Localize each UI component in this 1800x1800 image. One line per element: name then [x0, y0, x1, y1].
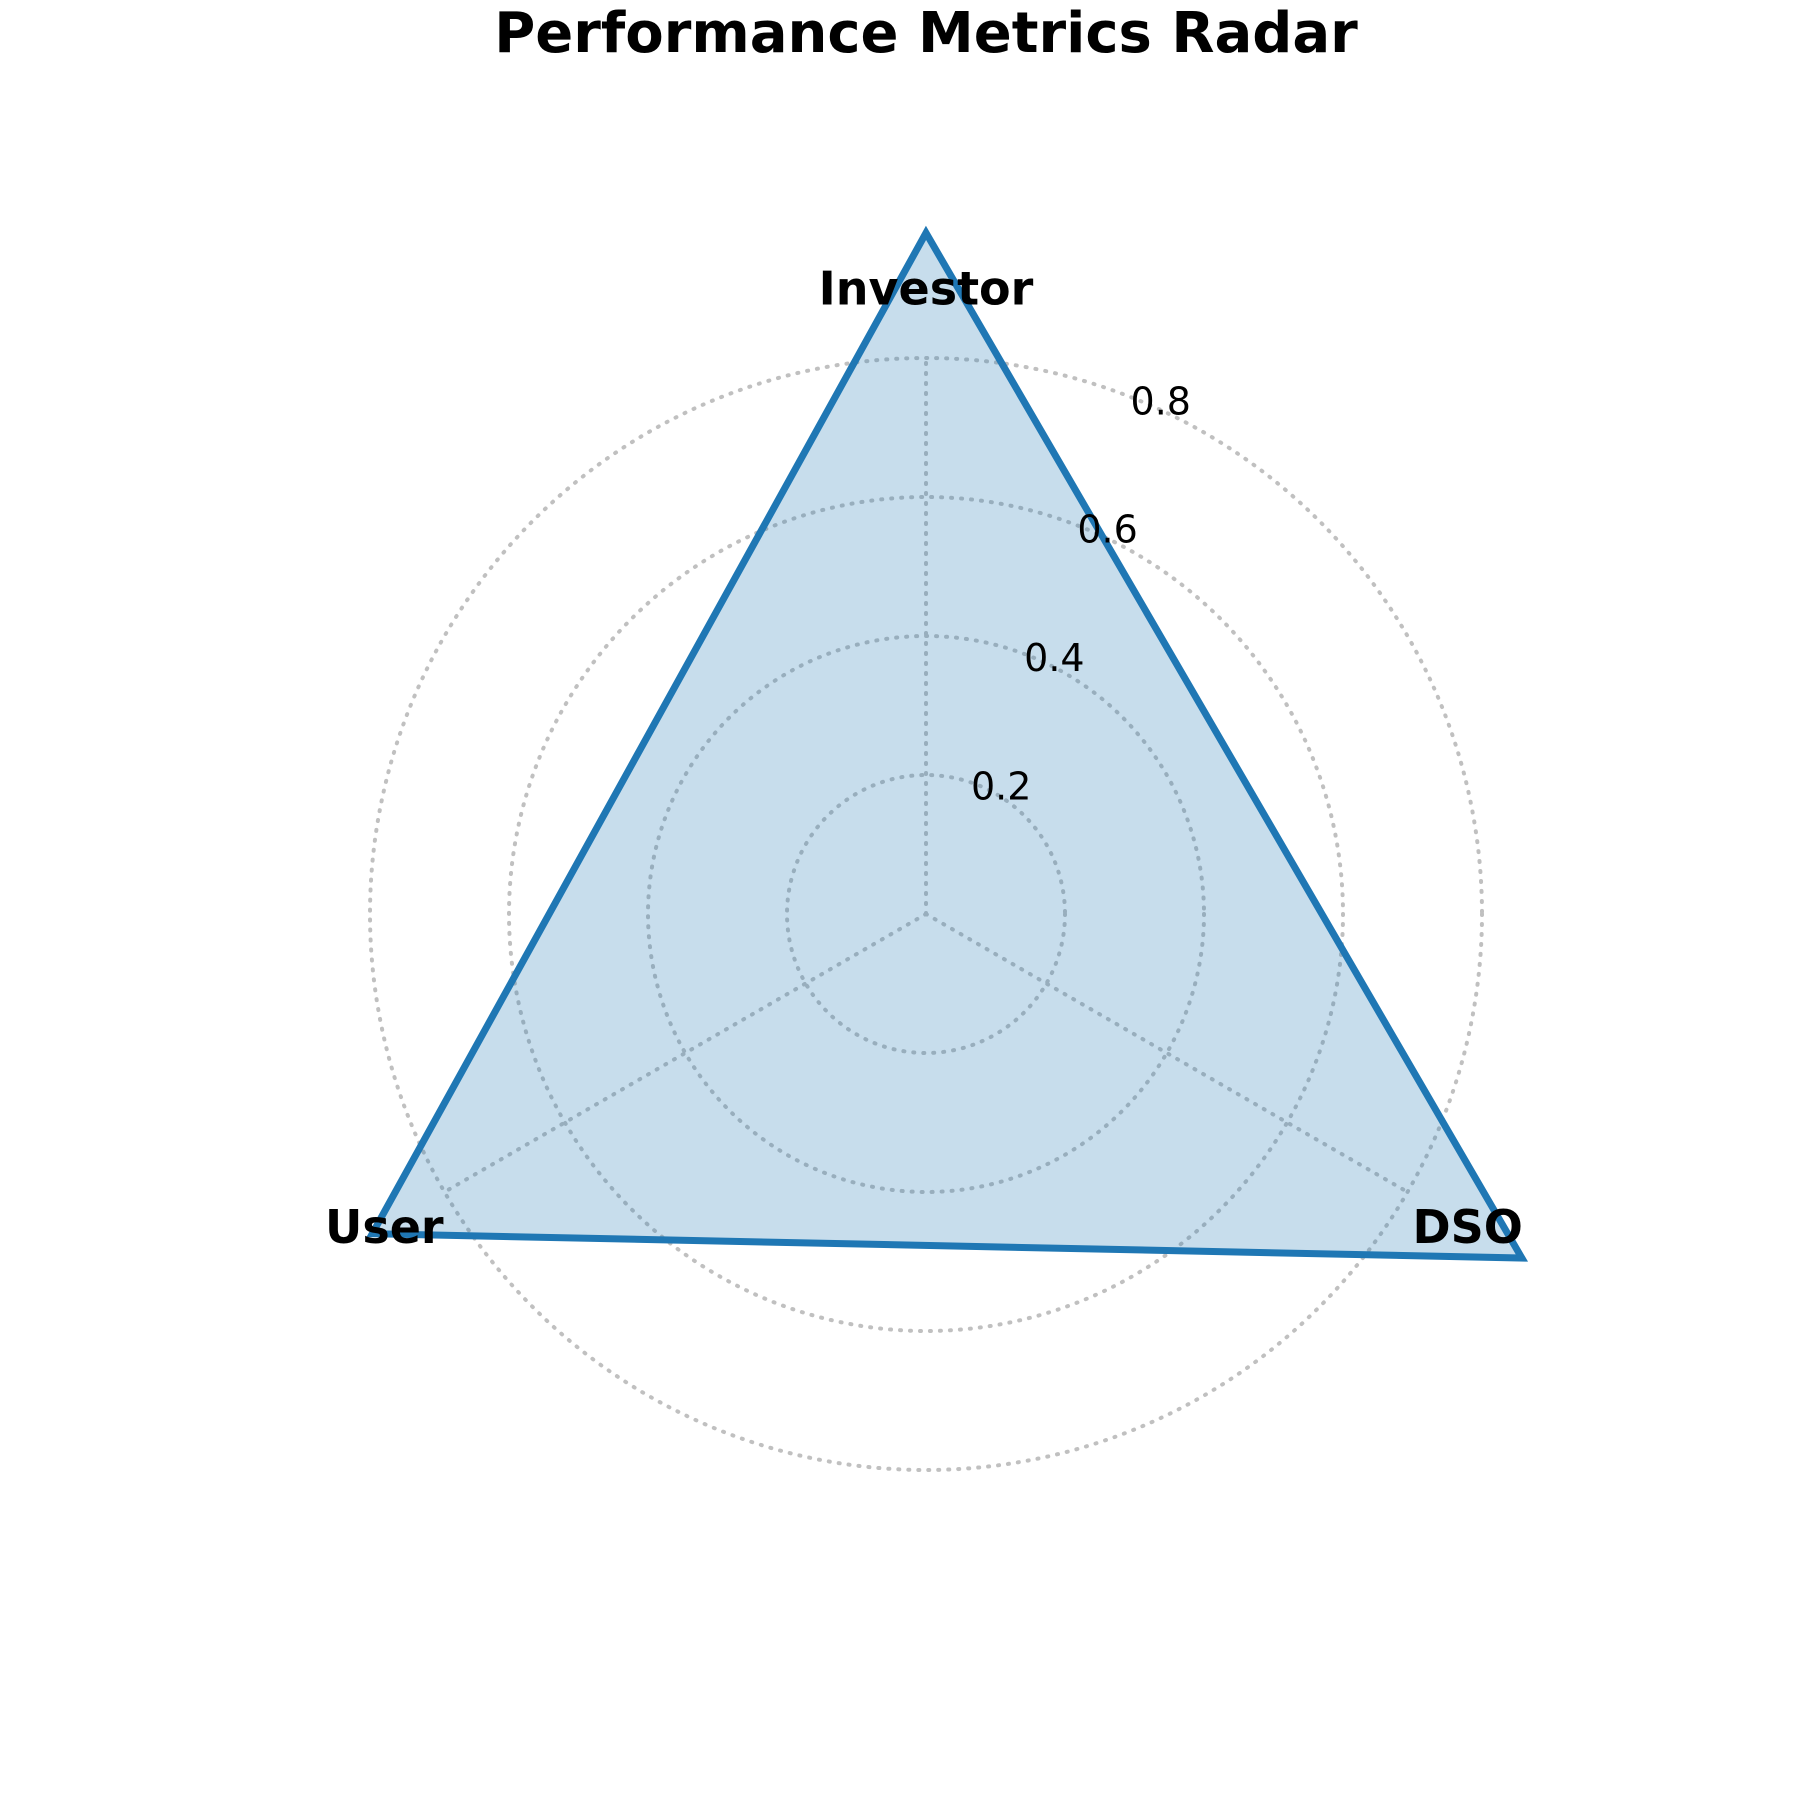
- grid-ring-1: [785, 773, 1067, 1055]
- grid-spoke-user: [442, 912, 928, 1194]
- radar-grid: [368, 356, 1484, 1472]
- chart-title: Performance Metrics Radar: [494, 1, 1358, 66]
- grid-ring-4: [368, 356, 1484, 1472]
- tick-label: 0.8: [1131, 379, 1191, 423]
- series-polygon: [366, 225, 1529, 1262]
- tick-label: 0.6: [1077, 508, 1137, 552]
- category-label-user: User: [325, 1200, 444, 1254]
- tick-label: 0.4: [1024, 636, 1084, 680]
- category-labels: Investor DSO User: [325, 262, 1523, 1254]
- grid-ring-3: [507, 495, 1345, 1333]
- category-label-dso: DSO: [1412, 1200, 1522, 1254]
- grid-spoke-dso: [924, 912, 1410, 1194]
- category-label-investor: Investor: [819, 262, 1034, 316]
- series-layer: [366, 225, 1529, 1262]
- radial-tick-labels: 0.2 0.4 0.6 0.8: [971, 379, 1191, 808]
- tick-label: 0.2: [971, 765, 1031, 809]
